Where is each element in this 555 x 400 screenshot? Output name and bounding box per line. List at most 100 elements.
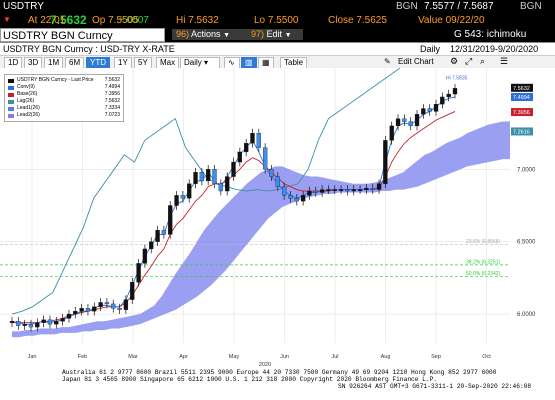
chart-area[interactable]: 7.0000 6.5000 6.0000 7.5632 7.4994 7.3956 7.26… xyxy=(0,67,555,368)
candle-body xyxy=(231,161,236,177)
candle-body xyxy=(155,229,160,242)
candle-body xyxy=(244,143,249,153)
candle-body xyxy=(345,189,350,192)
chevron-down-icon: ▼ xyxy=(223,32,230,39)
frequency-select[interactable]: Daily ▾ xyxy=(180,57,220,68)
legend-swatch xyxy=(8,113,14,118)
candle-body xyxy=(237,151,242,163)
range-3d[interactable]: 3D xyxy=(24,57,43,68)
high-price: Hi 7.5632 xyxy=(176,15,219,26)
range-ytd[interactable]: YTD xyxy=(86,57,110,68)
price-chart[interactable]: 7.00006.50006.00007.56327.49947.39567.26… xyxy=(0,67,555,368)
range-1y[interactable]: 1Y xyxy=(114,57,132,68)
security-field[interactable]: USDTRY BGN Curncy xyxy=(0,28,165,42)
candle-body xyxy=(357,189,363,191)
legend-swatch xyxy=(8,99,14,104)
candle-body xyxy=(54,321,59,325)
x-tick-label: Jun xyxy=(280,354,289,360)
fib-label: 38.2% (6.3251) xyxy=(466,259,501,265)
chevron-down-icon: ▼ xyxy=(284,32,292,39)
y-tick-label: 7.0000 xyxy=(517,167,536,173)
candle-body xyxy=(149,241,154,250)
legend-label: Lag(26) xyxy=(17,98,35,104)
ticker-symbol: USDTRY xyxy=(3,1,44,12)
edit-chart-icon[interactable]: ✎ xyxy=(384,57,391,66)
zoom-icon[interactable]: ⌕ xyxy=(480,56,486,66)
expand-icon[interactable]: ⤢ xyxy=(465,56,473,66)
x-tick-label: Sep xyxy=(431,354,441,360)
ticker-bar: USDTRY BGN 7.5577 / 7.5687 BGN xyxy=(0,0,555,14)
legend-item: Lead1(26) 7.3334 xyxy=(8,105,120,112)
range-6m[interactable]: 6M xyxy=(65,57,85,68)
range-5y[interactable]: 5Y xyxy=(134,57,152,68)
candle-body xyxy=(452,88,458,95)
legend-items: Conv(9) 7.4994 Base(26) 7.3956 Lag(26) 7.5632… xyxy=(8,84,120,119)
candle-body xyxy=(174,195,179,206)
range-1d[interactable]: 1D xyxy=(4,57,23,68)
edit-button[interactable]: 97) Edit ▼ xyxy=(247,29,303,40)
candle-body xyxy=(275,176,280,187)
table-button[interactable]: Table xyxy=(280,57,308,68)
candle-body xyxy=(338,189,344,191)
menu-icon[interactable]: ☰ xyxy=(500,56,509,66)
title-bar: USDTRY BGN Curncy 96) Actions ▼ 97) Edit… xyxy=(0,28,555,42)
footer-line-2: Japan 81 3 4565 8900 Singapore 65 6212 1… xyxy=(62,376,438,383)
candle-body xyxy=(294,198,299,202)
candle-body xyxy=(111,303,116,309)
close-price: Close 7.5625 xyxy=(328,15,387,26)
legend-title: USDTRY BGN Curncy - Last Price xyxy=(17,77,94,83)
line-chart-icon[interactable]: ∿ xyxy=(224,57,240,68)
candle-body xyxy=(41,319,46,323)
legend-label: Base(26) xyxy=(17,91,38,97)
candle-body xyxy=(47,319,53,325)
legend-swatch xyxy=(8,92,14,97)
legend-label: Lead1(26) xyxy=(17,105,40,111)
settings-icon[interactable]: ⚙ xyxy=(450,56,459,66)
candle-body xyxy=(395,118,401,127)
value-date: Value 09/22/20 xyxy=(418,15,485,26)
candle-body xyxy=(446,93,451,98)
price-badge-label: 7.4994 xyxy=(513,95,530,101)
legend-title-row: USDTRY BGN Curncy - Last Price 7.5632 xyxy=(8,77,120,84)
actions-label: Actions xyxy=(191,29,221,39)
x-tick-label: Apr xyxy=(179,354,188,360)
down-arrow-icon: ▼ xyxy=(3,15,11,24)
edit-label: Edit xyxy=(266,29,283,39)
candle-body xyxy=(319,189,325,193)
price-badge xyxy=(511,93,533,102)
actions-button[interactable]: 96) Actions ▼ xyxy=(172,29,248,40)
candle-body xyxy=(427,108,432,112)
price-badge-label: 7.5632 xyxy=(513,86,530,92)
quote-time: At 22:01 xyxy=(28,15,66,26)
chevron-down-icon: ▾ xyxy=(204,58,209,67)
range-1m[interactable]: 1M xyxy=(44,57,64,68)
candle-body xyxy=(313,190,318,193)
edit-chart-button[interactable]: Edit Chart xyxy=(398,57,434,66)
legend-item: Conv(9) 7.4994 xyxy=(8,84,120,91)
legend-item: Lead2(26) 7.0723 xyxy=(8,112,120,119)
period-label: Daily xyxy=(420,44,441,54)
legend-swatch xyxy=(8,85,14,90)
range-max[interactable]: Max xyxy=(156,57,180,68)
candle-body xyxy=(225,176,230,192)
fib-label: 50.0% (6.2342) xyxy=(466,271,501,277)
legend-value: 7.4994 xyxy=(104,84,120,90)
x-tick-label: Aug xyxy=(381,354,391,360)
candle-body xyxy=(389,125,394,141)
y-tick-label: 6.0000 xyxy=(517,312,536,318)
ichimoku-cloud xyxy=(12,121,510,338)
legend-swatch xyxy=(8,78,14,83)
low-price: Lo 7.5500 xyxy=(254,15,299,26)
candle-body xyxy=(130,282,135,300)
candle-body xyxy=(161,229,167,235)
bar-chart-icon[interactable]: ▦ xyxy=(258,57,274,68)
candle-body xyxy=(187,183,192,199)
open-price: Op 7.5505 xyxy=(92,15,139,26)
info-bar: USDTRY BGN Curncy : USD-TRY X-RATE Daily… xyxy=(0,42,555,55)
pricing-source: BGN xyxy=(396,1,418,12)
x-tick-label: Mar xyxy=(128,354,138,360)
price-badge xyxy=(511,108,533,117)
candle-body xyxy=(60,318,65,322)
right-axis-bg xyxy=(510,68,555,368)
candle-chart-icon[interactable]: ▥ xyxy=(241,57,257,68)
